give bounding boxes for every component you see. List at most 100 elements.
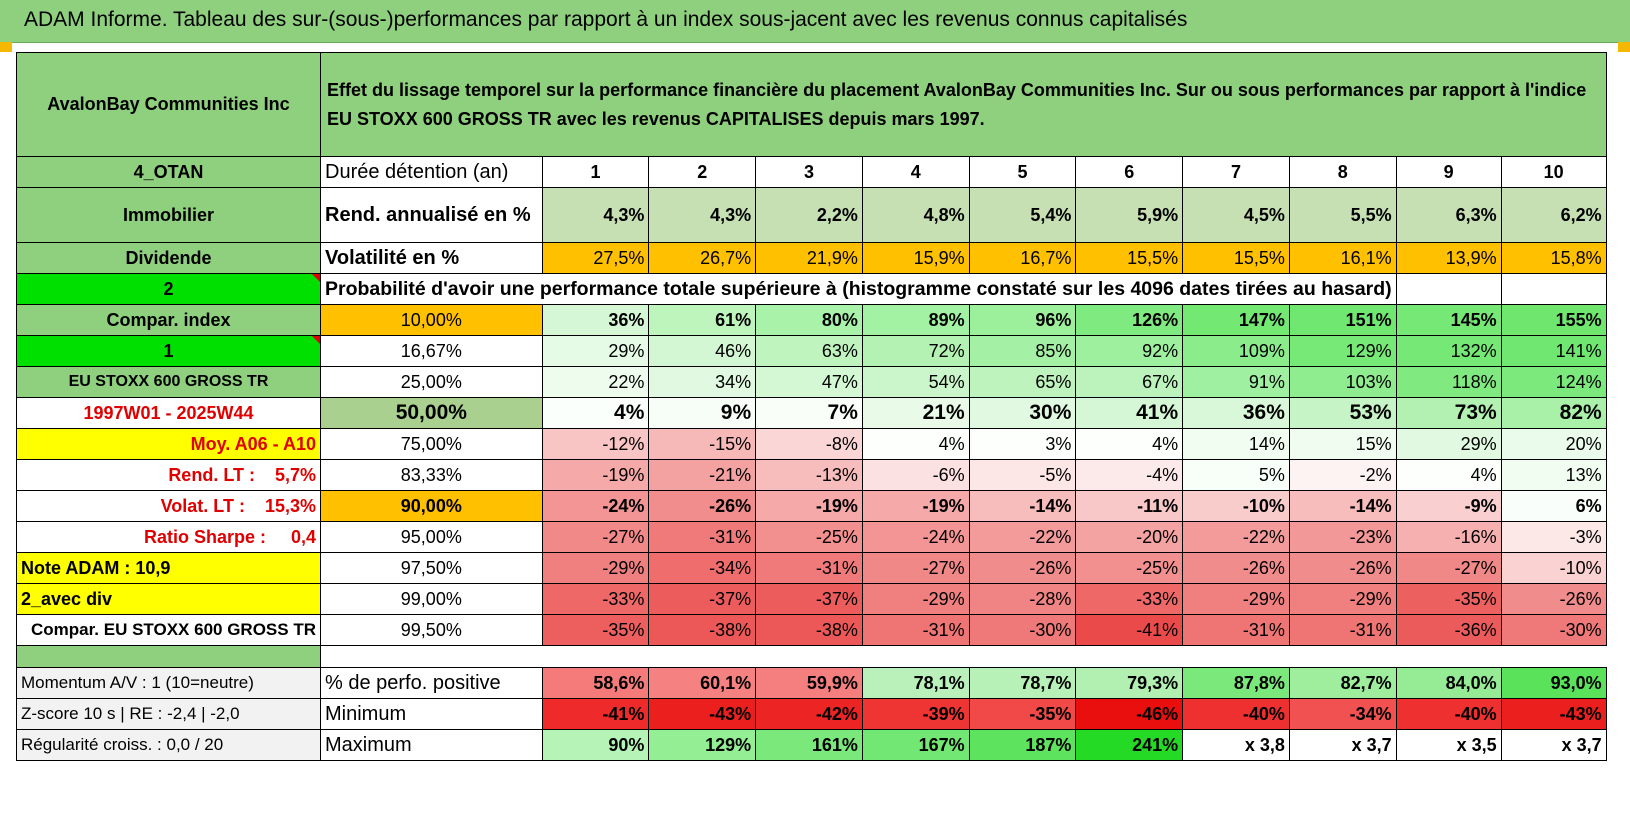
percentile-value: 80%: [755, 304, 863, 336]
row-left-label: 2_avec div: [16, 583, 321, 615]
stats-value: -40%: [1395, 698, 1502, 730]
stats-value: x 3,7: [1288, 729, 1397, 761]
percentile-value: -31%: [1182, 614, 1290, 646]
stats-value: -40%: [1182, 698, 1290, 730]
stats-value: 187%: [968, 729, 1077, 761]
percentile-label: 99,50%: [320, 614, 543, 646]
row-label: Rend. annualisé en %: [320, 187, 543, 243]
percentile-value: -35%: [1395, 583, 1502, 615]
percentile-value: 46%: [648, 335, 757, 367]
percentile-value: 91%: [1182, 366, 1290, 398]
proba-caption: Probabilité d'avoir une performance tota…: [320, 273, 1397, 305]
vol-row: Dividende Volatilité en % 27,5% 26,7% 21…: [16, 242, 1607, 274]
row-left-value: Compar. index: [106, 309, 231, 330]
percentile-label: 10,00%: [320, 304, 543, 336]
performance-table: AvalonBay Communities Inc Effet du lissa…: [16, 52, 1607, 761]
row-left-label: Régularité croiss. : 0,0 / 20: [16, 729, 321, 761]
stats-value: -34%: [1288, 698, 1397, 730]
vol-value: 15,5%: [1182, 242, 1290, 274]
percentile-value: -26%: [648, 490, 757, 522]
percentile-row: Compar. EU STOXX 600 GROSS TR 99,50% -35% -…: [16, 614, 1607, 646]
percentile-value: 126%: [1075, 304, 1184, 336]
percentile-label: 90,00%: [320, 490, 543, 522]
stats-value: 241%: [1075, 729, 1184, 761]
row-label: % de perfo. positive: [320, 667, 543, 699]
percentile-label: 95,00%: [320, 521, 543, 553]
stats-value: 79,3%: [1075, 667, 1184, 699]
year-header: 8: [1288, 156, 1397, 188]
vol-value: 15,8%: [1500, 242, 1607, 274]
percentile-value: 41%: [1075, 397, 1184, 429]
percentile-value: 141%: [1500, 335, 1607, 367]
percentile-value: 118%: [1395, 366, 1502, 398]
row-left-value: 2: [163, 278, 174, 299]
vol-value: 21,9%: [755, 242, 863, 274]
percentile-value: 6%: [1500, 490, 1607, 522]
rend-value: 4,8%: [861, 187, 970, 243]
table-description: Effet du lissage temporel sur la perform…: [320, 52, 1607, 157]
percentile-value: -37%: [755, 583, 863, 615]
report-title: ADAM Informe. Tableau des sur-(sous-)per…: [24, 8, 1188, 31]
percentile-value: -25%: [755, 521, 863, 553]
spacer-row: [16, 645, 1607, 668]
percentile-value: 4%: [1395, 459, 1502, 491]
percentile-value: 132%: [1395, 335, 1502, 367]
percentile-value: -25%: [1075, 552, 1184, 584]
percentile-row: EU STOXX 600 GROSS TR 25,00% 22% 34% 47% 54% 6…: [16, 366, 1607, 398]
percentile-value: -15%: [648, 428, 757, 460]
percentile-value: -35%: [541, 614, 650, 646]
percentile-value: -30%: [968, 614, 1077, 646]
percentile-row: Moy. A06 - A10 75,00% -12% -15% -8% 4% 3% 4% 14%…: [16, 428, 1607, 460]
percentile-value: -9%: [1395, 490, 1502, 522]
percentile-value: -26%: [1288, 552, 1397, 584]
percentile-value: 7%: [755, 397, 863, 429]
percentile-value: -33%: [541, 583, 650, 615]
stats-value: 90%: [541, 729, 650, 761]
row-left-label: Compar. index: [16, 304, 321, 336]
percentile-value: -24%: [541, 490, 650, 522]
row-left-value: 2_avec div: [21, 588, 113, 609]
percentile-value: -31%: [1288, 614, 1397, 646]
title-bar: ADAM Informe. Tableau des sur-(sous-)per…: [0, 0, 1630, 43]
percentile-value: 96%: [968, 304, 1077, 336]
row-left-label: Momentum A/V : 1 (10=neutre): [16, 667, 321, 699]
percentile-value: 109%: [1182, 335, 1290, 367]
percentile-value: -31%: [648, 521, 757, 553]
empty-cell: [1395, 273, 1502, 305]
percentile-row: Ratio Sharpe : 0,4 95,00% -27% -31% -25% -24%…: [16, 521, 1607, 553]
row-left-label: EU STOXX 600 GROSS TR: [16, 366, 321, 398]
percentile-value: 29%: [541, 335, 650, 367]
year-header: 5: [968, 156, 1077, 188]
spacer-cell: [320, 645, 1607, 668]
percentile-value: 63%: [755, 335, 863, 367]
stats-value: 78,7%: [968, 667, 1077, 699]
vol-value: 15,5%: [1075, 242, 1184, 274]
percentile-value: 36%: [541, 304, 650, 336]
stats-value: 87,8%: [1182, 667, 1290, 699]
percentile-value: 4%: [861, 428, 970, 460]
percentile-value: 14%: [1182, 428, 1290, 460]
rend-value: 4,3%: [648, 187, 757, 243]
percentile-value: 53%: [1288, 397, 1397, 429]
percentile-value: -2%: [1288, 459, 1397, 491]
stats-value: -35%: [968, 698, 1077, 730]
percentile-value: 21%: [861, 397, 970, 429]
percentile-value: -29%: [541, 552, 650, 584]
percentile-value: -22%: [968, 521, 1077, 553]
percentile-value: 67%: [1075, 366, 1184, 398]
row-left-value: Ratio Sharpe : 0,4: [143, 526, 316, 547]
stats-value: -43%: [1500, 698, 1607, 730]
percentile-label: 25,00%: [320, 366, 543, 398]
row-left-label: Ratio Sharpe : 0,4: [16, 521, 321, 553]
percentile-value: 34%: [648, 366, 757, 398]
percentile-value: 54%: [861, 366, 970, 398]
percentile-label: 16,67%: [320, 335, 543, 367]
year-header: 10: [1500, 156, 1607, 188]
percentile-value: 103%: [1288, 366, 1397, 398]
percentile-value: -31%: [755, 552, 863, 584]
percentile-value: 129%: [1288, 335, 1397, 367]
stats-value: -43%: [648, 698, 757, 730]
percentile-value: -41%: [1075, 614, 1184, 646]
percentile-value: -28%: [968, 583, 1077, 615]
stats-value: 59,9%: [755, 667, 863, 699]
